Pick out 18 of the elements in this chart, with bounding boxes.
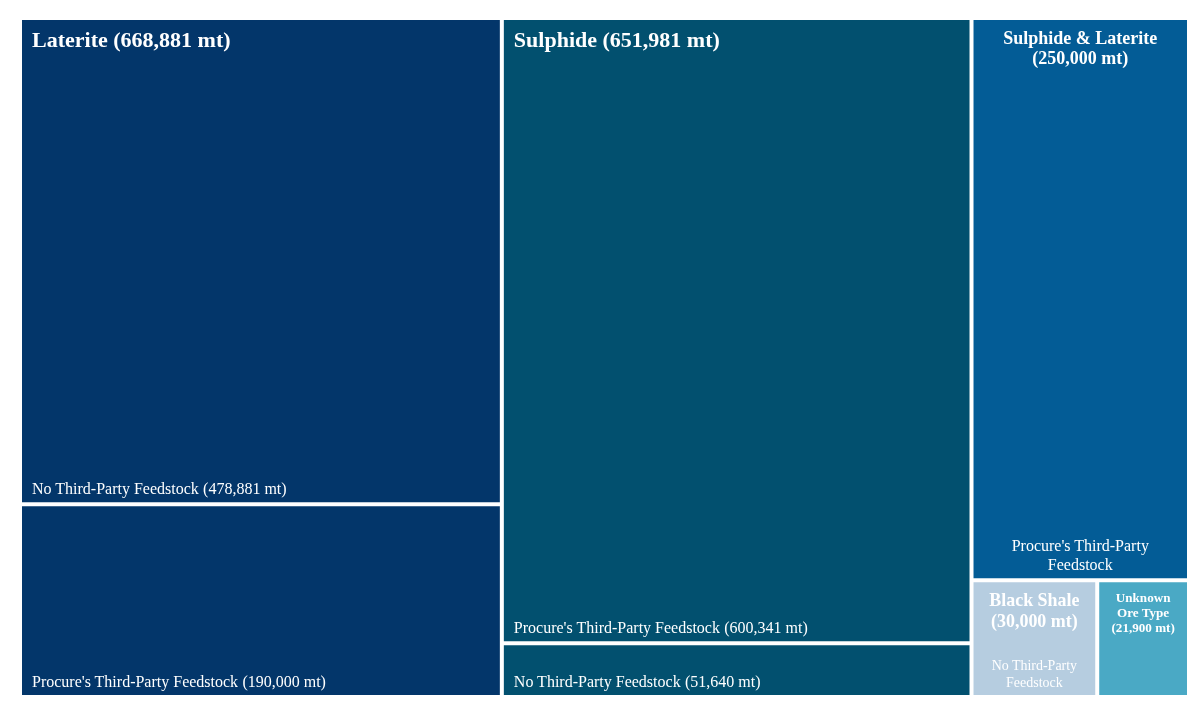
- category-label: No Third-Party Feedstock: [513, 673, 681, 691]
- data-label: (51,640 mt): [684, 673, 761, 691]
- series-label: Sulphide & Laterite: [1003, 27, 1158, 48]
- series-label: Black Shale: [989, 589, 1080, 610]
- category-label: No Third-Party Feedstock: [991, 658, 1078, 690]
- category-label: Procure's Third-Party Feedstock: [1011, 537, 1149, 574]
- category-label: No Third-Party Feedstock: [32, 480, 199, 499]
- data-label: (30,000 mt): [991, 610, 1078, 632]
- category-label: Procure's Third-Party Feedstock: [32, 673, 239, 691]
- category-label: Unknown Ore Type: [1115, 590, 1172, 621]
- category-label: Procure's Third-Party Feedstock: [513, 619, 720, 638]
- data-label: (190,000 mt): [242, 673, 326, 691]
- series-label: Sulphide (651,981 mt): [513, 26, 720, 52]
- data-label: (600,341 mt): [724, 619, 808, 638]
- data-label: (478,881 mt): [203, 480, 287, 499]
- data-label: (250,000 mt): [1032, 48, 1129, 70]
- series-label: Laterite (668,881 mt): [32, 26, 231, 52]
- data-label: (21,900 mt): [1111, 620, 1175, 636]
